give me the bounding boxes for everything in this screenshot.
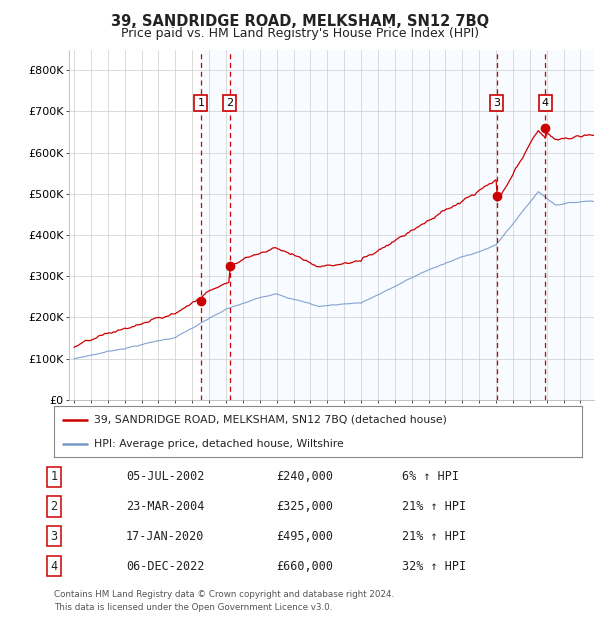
Bar [497, 50, 545, 400]
Text: 32% ↑ HPI: 32% ↑ HPI [402, 560, 466, 572]
Text: 4: 4 [50, 560, 58, 572]
Text: 21% ↑ HPI: 21% ↑ HPI [402, 500, 466, 513]
Text: 39, SANDRIDGE ROAD, MELKSHAM, SN12 7BQ: 39, SANDRIDGE ROAD, MELKSHAM, SN12 7BQ [111, 14, 489, 29]
Text: £325,000: £325,000 [276, 500, 333, 513]
Text: £495,000: £495,000 [276, 530, 333, 542]
Text: 6% ↑ HPI: 6% ↑ HPI [402, 471, 459, 483]
Text: 4: 4 [542, 98, 549, 108]
Bar [545, 50, 594, 400]
Text: HPI: Average price, detached house, Wiltshire: HPI: Average price, detached house, Wilt… [94, 439, 343, 450]
Text: 3: 3 [50, 530, 58, 542]
Text: 1: 1 [197, 98, 205, 108]
Text: 06-DEC-2022: 06-DEC-2022 [126, 560, 205, 572]
Text: £240,000: £240,000 [276, 471, 333, 483]
Text: Price paid vs. HM Land Registry's House Price Index (HPI): Price paid vs. HM Land Registry's House … [121, 27, 479, 40]
Text: 3: 3 [493, 98, 500, 108]
Text: 2: 2 [50, 500, 58, 513]
Text: 17-JAN-2020: 17-JAN-2020 [126, 530, 205, 542]
Text: 21% ↑ HPI: 21% ↑ HPI [402, 530, 466, 542]
Text: 23-MAR-2004: 23-MAR-2004 [126, 500, 205, 513]
Text: 1: 1 [50, 471, 58, 483]
Bar [230, 50, 497, 400]
Text: 2: 2 [226, 98, 233, 108]
Text: Contains HM Land Registry data © Crown copyright and database right 2024.
This d: Contains HM Land Registry data © Crown c… [54, 590, 394, 612]
Text: 39, SANDRIDGE ROAD, MELKSHAM, SN12 7BQ (detached house): 39, SANDRIDGE ROAD, MELKSHAM, SN12 7BQ (… [94, 415, 446, 425]
Text: 05-JUL-2002: 05-JUL-2002 [126, 471, 205, 483]
Bar [201, 50, 230, 400]
Text: £660,000: £660,000 [276, 560, 333, 572]
